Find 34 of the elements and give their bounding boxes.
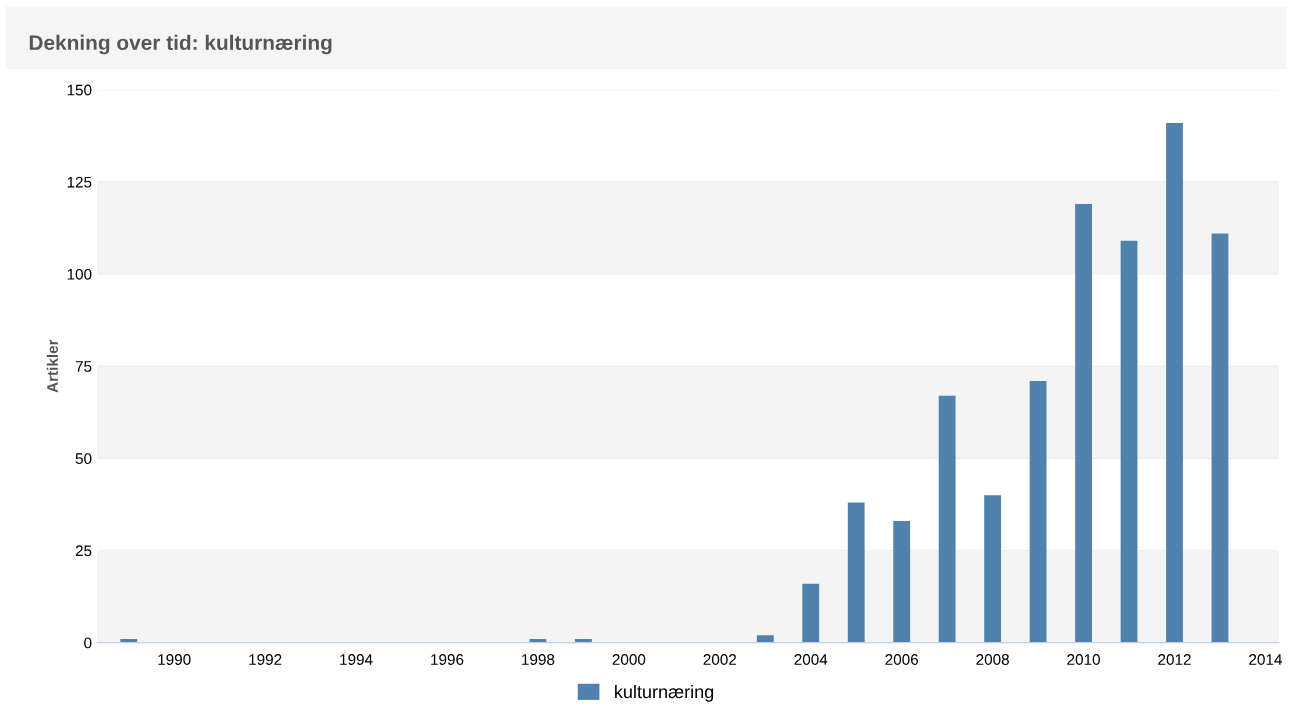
bar (1211, 233, 1229, 643)
bar (893, 520, 911, 643)
bar (1120, 240, 1138, 643)
x-tick-label: 2008 (976, 654, 1009, 665)
y-tick-label: 125 (67, 176, 92, 188)
y-tick-label: 75 (75, 361, 92, 372)
y-tick-label: 50 (75, 453, 92, 465)
bar (1075, 204, 1092, 643)
x-tick-label: 2012 (1158, 654, 1191, 665)
x-tick-label: 1996 (431, 654, 464, 665)
x-tick-label: 2006 (885, 654, 919, 665)
x-tick-label: 1990 (158, 654, 191, 665)
x-tick-label: 1998 (522, 654, 555, 665)
x-tick-label: 2002 (703, 654, 737, 665)
bar (756, 635, 774, 643)
y-tick-label: 100 (67, 268, 92, 280)
y-tick-label: 150 (67, 84, 92, 96)
bar (984, 495, 1002, 643)
x-tick-label: 2004 (794, 654, 828, 665)
y-tick-label: 25 (75, 545, 92, 557)
chart-title: Dekning over tid: kulturnæring (29, 34, 332, 55)
x-tick-label: 2014 (1249, 654, 1282, 665)
x-tick-label: 2000 (612, 654, 646, 665)
bar (1029, 380, 1047, 643)
x-tick-label: 1994 (340, 654, 373, 665)
bar (802, 583, 820, 643)
x-tick-label: 2010 (1067, 654, 1100, 665)
bar (938, 395, 956, 643)
bar (1166, 122, 1183, 643)
x-tick-label: 1992 (249, 654, 282, 665)
bar (847, 502, 865, 643)
y-tick-label: 0 (84, 637, 92, 649)
y-axis-title: Artikler (46, 339, 58, 393)
legend-label: kulturnæring (615, 684, 714, 702)
